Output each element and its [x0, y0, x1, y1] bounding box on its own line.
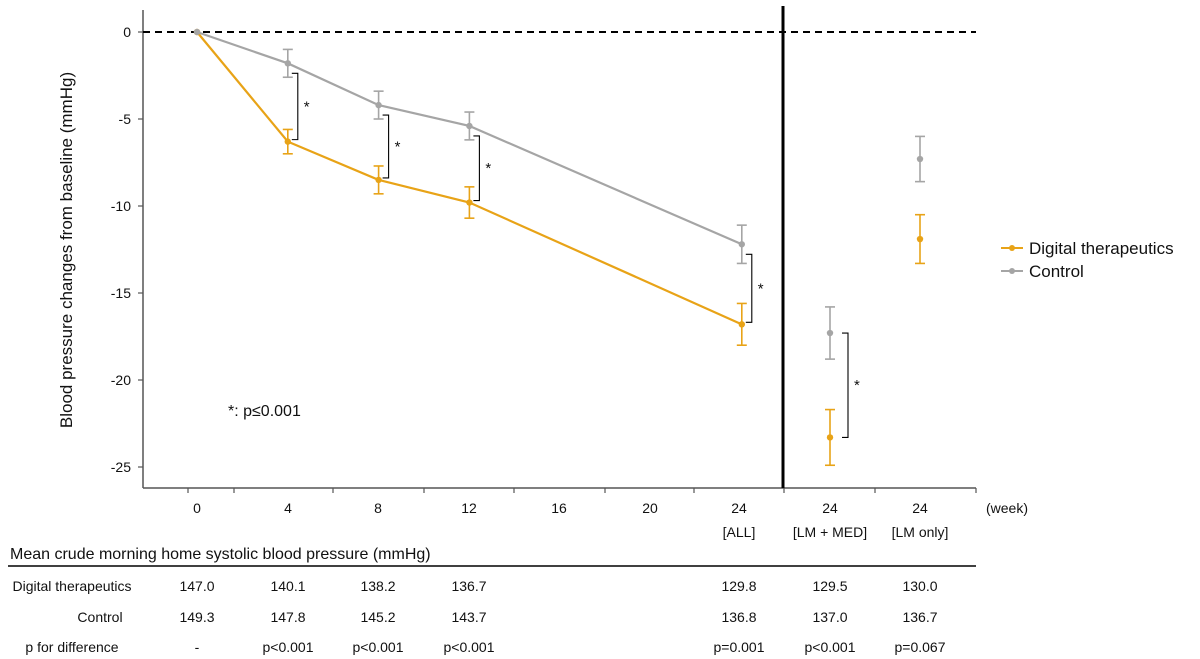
table-cell: 138.2	[360, 578, 395, 594]
y-tick-label: -20	[111, 372, 131, 388]
x-tick-label: 24	[731, 500, 747, 516]
table-cell: 129.8	[721, 578, 756, 594]
legend-marker-control	[1009, 268, 1015, 274]
table-cell: 136.8	[721, 609, 756, 625]
table-cell: 130.0	[902, 578, 937, 594]
y-tick-label: -25	[111, 459, 131, 475]
series-0-subgroup-point	[916, 235, 924, 243]
table-cell: 147.8	[270, 609, 305, 625]
y-axis-label: Blood pressure changes from baseline (mm…	[57, 72, 76, 428]
table-cell: 149.3	[179, 609, 214, 625]
series-1-subgroup-point	[916, 155, 924, 163]
table-cell: p=0.001	[714, 639, 765, 655]
table-cell: 137.0	[812, 609, 847, 625]
significance-bracket	[291, 72, 299, 141]
legend-marker-digital	[1009, 245, 1015, 251]
significance-bracket	[473, 135, 480, 202]
x-tick-label: 12	[461, 500, 477, 516]
significance-star: *	[395, 138, 401, 155]
legend: Digital therapeutics Control	[1001, 239, 1174, 281]
series-0-point	[375, 176, 382, 184]
significance-bracket	[382, 114, 390, 179]
table-cell: p<0.001	[444, 639, 495, 655]
significance-bracket	[745, 253, 753, 323]
table-cell: 145.2	[360, 609, 395, 625]
series-1-point	[375, 101, 382, 109]
series-0-point	[284, 138, 291, 145]
table-cell: p<0.001	[263, 639, 314, 655]
y-tick-label: 0	[123, 24, 131, 40]
y-tick-label: -5	[119, 111, 132, 127]
y-tick-label: -10	[111, 198, 131, 214]
table-row-label: Control	[77, 609, 122, 625]
table-cell: 143.7	[451, 609, 486, 625]
x-tick-label: 24	[822, 500, 838, 516]
significance-bracket	[842, 332, 849, 438]
legend-label-digital: Digital therapeutics	[1029, 239, 1174, 258]
table-row-label: p for difference	[25, 639, 118, 655]
table-cell: -	[195, 639, 200, 655]
table-cell: p<0.001	[805, 639, 856, 655]
table-cell: 129.5	[812, 578, 847, 594]
series-0-subgroup-point	[826, 434, 834, 441]
table-title: Mean crude morning home systolic blood p…	[10, 546, 431, 563]
series-1-subgroup-point	[826, 329, 834, 337]
x-tick-label: 0	[193, 500, 201, 516]
table-cell: 136.7	[902, 609, 937, 625]
series-0-point	[466, 199, 473, 206]
table-cell: 147.0	[179, 578, 214, 594]
x-tick-label: 8	[374, 500, 382, 516]
series-line-0	[196, 31, 743, 326]
significance-star: *	[854, 377, 860, 394]
series-1-point	[193, 28, 201, 36]
significance-note: *: p≤0.001	[228, 403, 301, 420]
series-1-point	[284, 60, 291, 67]
x-tick-sublabel: [ALL]	[723, 524, 756, 540]
table-cell: 140.1	[270, 578, 305, 594]
legend-label-control: Control	[1029, 262, 1084, 281]
x-tick-label: 4	[284, 500, 292, 516]
table-row-label: Digital therapeutics	[12, 578, 131, 594]
x-tick-label: 20	[642, 500, 658, 516]
significance-star: *	[304, 98, 310, 115]
x-tick-label: 16	[551, 500, 567, 516]
y-tick-label: -15	[111, 285, 131, 301]
significance-star: *	[485, 160, 491, 177]
x-tick-label: 24	[912, 500, 928, 516]
x-tick-sublabel: [LM only]	[892, 524, 949, 540]
significance-star: *	[758, 280, 764, 297]
series-0-point	[738, 321, 745, 328]
x-tick-sublabel: [LM + MED]	[793, 524, 867, 540]
table-cell: 136.7	[451, 578, 486, 594]
series-1-point	[466, 122, 473, 130]
series-1-point	[738, 241, 745, 248]
x-unit-label: (week)	[986, 500, 1028, 516]
table-cell: p=0.067	[895, 639, 946, 655]
table-cell: p<0.001	[353, 639, 404, 655]
